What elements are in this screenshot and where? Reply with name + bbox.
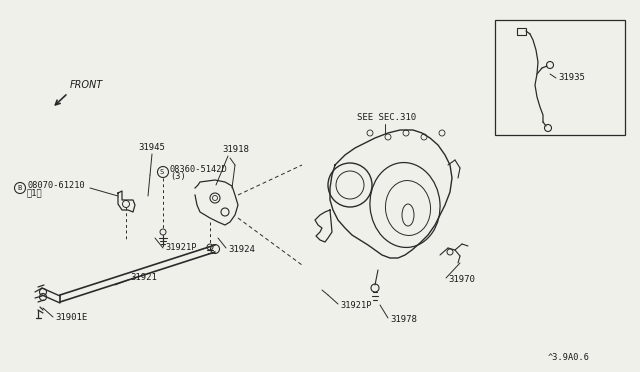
Text: 08360-5142D: 08360-5142D bbox=[170, 166, 228, 174]
Text: 31918: 31918 bbox=[222, 145, 249, 154]
Text: 31921P: 31921P bbox=[340, 301, 371, 310]
Text: 31970: 31970 bbox=[448, 276, 475, 285]
Text: S: S bbox=[160, 169, 164, 175]
Text: (3): (3) bbox=[170, 173, 186, 182]
Text: 31924: 31924 bbox=[228, 246, 255, 254]
Text: SEE SEC.310: SEE SEC.310 bbox=[357, 113, 416, 122]
Text: 31935: 31935 bbox=[558, 74, 585, 83]
Text: 31921P: 31921P bbox=[165, 244, 196, 253]
Text: FRONT: FRONT bbox=[70, 80, 103, 90]
Text: 31978: 31978 bbox=[390, 315, 417, 324]
Text: 〈1）: 〈1） bbox=[27, 189, 43, 198]
Bar bbox=[517, 28, 526, 35]
Text: 31945: 31945 bbox=[139, 144, 165, 153]
Text: ^3.9A0.6: ^3.9A0.6 bbox=[548, 353, 590, 362]
Bar bbox=[495, 20, 625, 135]
Text: B: B bbox=[17, 185, 21, 191]
Text: 31901E: 31901E bbox=[55, 314, 87, 323]
Text: 08070-61210: 08070-61210 bbox=[27, 182, 84, 190]
Text: 31921: 31921 bbox=[130, 273, 157, 282]
